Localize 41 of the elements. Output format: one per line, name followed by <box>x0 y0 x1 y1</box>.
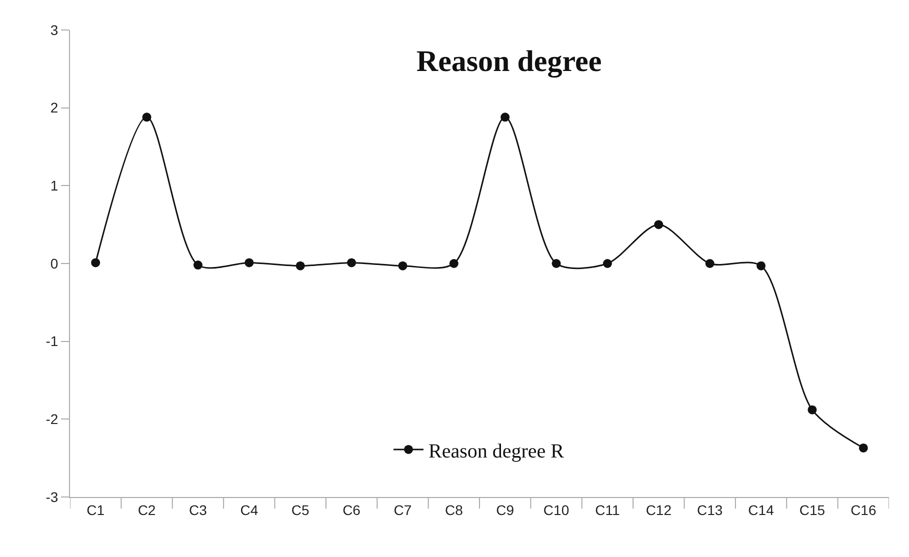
x-tick-label: C5 <box>291 502 310 518</box>
point <box>398 261 408 270</box>
point <box>193 260 202 270</box>
x-tick-label: C8 <box>444 502 464 518</box>
legend-label: Reason degree R <box>428 440 565 462</box>
x-tick-label: C6 <box>342 502 361 518</box>
x-tick-label: C1 <box>86 502 105 518</box>
point <box>808 405 817 414</box>
x-tick-label: C7 <box>394 502 412 518</box>
y-tick-label: -2 <box>46 411 58 428</box>
point <box>296 261 305 270</box>
point <box>244 258 254 268</box>
point <box>756 261 766 270</box>
x-tick-label: C2 <box>138 502 156 518</box>
x-tick-label: C13 <box>696 502 723 518</box>
x-tick-label: C16 <box>850 502 876 518</box>
x-tick-label: C3 <box>189 502 208 518</box>
y-tick-label: 3 <box>50 22 58 38</box>
point <box>347 258 356 268</box>
y-tick-label: 1 <box>50 178 58 194</box>
x-tick-label: C9 <box>496 502 514 518</box>
x-tick-label: C10 <box>543 502 570 518</box>
y-tick-label: 2 <box>50 100 58 116</box>
text: Reason degree <box>416 45 602 78</box>
point <box>858 443 868 452</box>
y-tick-label: 0 <box>50 255 58 272</box>
x-tick-label: C14 <box>748 502 774 518</box>
point <box>142 112 152 122</box>
point <box>91 258 100 268</box>
point <box>602 259 612 268</box>
x-tick-label: C15 <box>799 502 826 518</box>
point <box>449 259 458 268</box>
y-tick-label: -3 <box>46 488 58 505</box>
x-tick-label: C11 <box>595 502 620 518</box>
point <box>500 112 510 122</box>
point <box>552 259 561 268</box>
point <box>705 259 714 268</box>
x-tick-label: C12 <box>646 502 672 518</box>
y-tick-label: -1 <box>46 333 58 350</box>
x-tick-label: C4 <box>240 502 258 518</box>
point <box>654 220 664 230</box>
